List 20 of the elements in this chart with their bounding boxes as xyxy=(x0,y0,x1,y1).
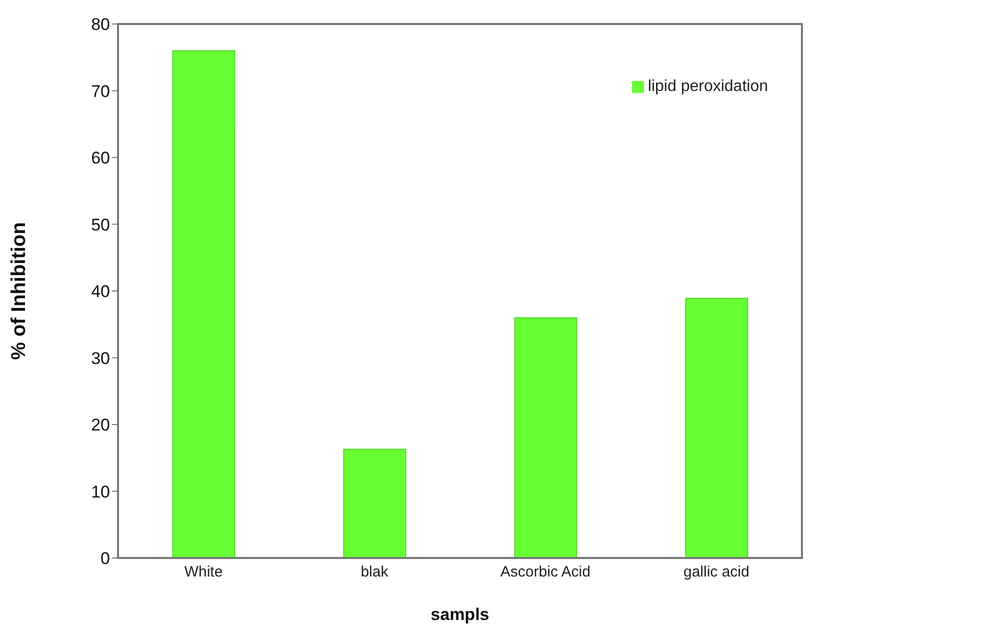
y-tick-label: 50 xyxy=(91,215,110,234)
y-tick-label: 20 xyxy=(91,416,110,435)
x-tick-label: Ascorbic Acid xyxy=(500,564,590,581)
x-tick-label: blak xyxy=(360,564,389,581)
x-axis-title: sampls xyxy=(430,605,490,624)
y-tick-label: 40 xyxy=(91,282,110,302)
x-tick-label: gallic acid xyxy=(683,564,750,581)
y-tick-label: 70 xyxy=(91,82,110,101)
y-tick-label: 0 xyxy=(100,549,110,568)
bar xyxy=(514,317,578,558)
bar xyxy=(172,50,236,558)
y-axis-title: % of Inhibition xyxy=(8,222,30,360)
legend-label: lipid peroxidation xyxy=(648,78,768,95)
bar xyxy=(685,298,748,558)
y-tick-label: 10 xyxy=(91,482,110,502)
x-tick-label: White xyxy=(184,564,223,581)
y-tick-label: 30 xyxy=(91,348,110,368)
y-tick-label: 80 xyxy=(91,15,110,34)
y-tick-label: 60 xyxy=(91,148,110,168)
bar xyxy=(343,448,406,558)
